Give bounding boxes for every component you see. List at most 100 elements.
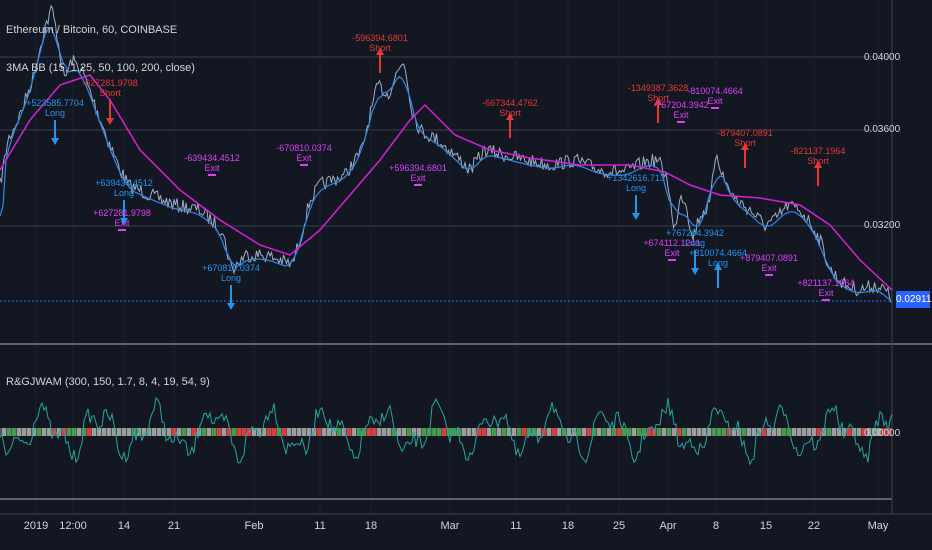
oscillator-cell: [792, 428, 796, 436]
signal-short: Short-879407.0891: [717, 128, 773, 168]
oscillator-cell: [17, 428, 21, 436]
signal-value: -670810.0374: [276, 143, 332, 153]
signal-value: +1342616.713: [607, 173, 665, 183]
oscillator-cell: [657, 428, 661, 436]
price-label-1: 0.03600: [864, 124, 901, 135]
time-label-0: 2019: [23, 520, 49, 532]
oscillator-cell: [557, 428, 561, 436]
signal-label: Exit: [410, 173, 426, 183]
oscillator-cell: [667, 428, 671, 436]
signal-long: Long+810074.4664: [689, 248, 747, 288]
signal-exit: Exit+879407.0891: [740, 253, 798, 276]
oscillator-cell: [782, 428, 786, 436]
oscillator-cell: [167, 428, 171, 436]
signal-exit: Exit+821137.1964: [797, 278, 855, 301]
oscillator-cell: [262, 428, 266, 436]
signal-value: -879407.0891: [717, 128, 773, 138]
oscillator-cell: [857, 428, 861, 436]
oscillator-cell: [537, 428, 541, 436]
oscillator-cell: [837, 428, 841, 436]
oscillator-cell: [702, 428, 706, 436]
oscillator-cell: [627, 428, 631, 436]
signal-arrow: [632, 213, 640, 220]
oscillator-cell: [152, 428, 156, 436]
signal-label: Long: [221, 273, 241, 283]
signal-exit: Exit+627281.9798: [93, 208, 151, 231]
oscillator-cell: [332, 428, 336, 436]
signal-value: +639434.4512: [95, 178, 153, 188]
time-label-2: 14: [117, 520, 131, 532]
oscillator-cell: [552, 428, 556, 436]
oscillator-cell: [397, 428, 401, 436]
signal-value: -810074.4664: [687, 86, 743, 96]
oscillator-cell: [227, 428, 231, 436]
oscillator-cell: [577, 428, 581, 436]
indicator-legend-rgjwam[interactable]: R&GJWAM (300, 150, 1.7, 8, 4, 19, 54, 9): [6, 376, 210, 388]
oscillator-cell: [687, 428, 691, 436]
oscillator-cell: [732, 428, 736, 436]
oscillator-cell: [122, 428, 126, 436]
signal-value: -639434.4512: [184, 153, 240, 163]
oscillator-cell: [632, 428, 636, 436]
oscillator-cell: [707, 428, 711, 436]
signal-long: Long+767204.3942: [666, 228, 724, 275]
signal-value: -767204.3942: [653, 100, 709, 110]
oscillator-cell: [812, 428, 816, 436]
signal-value: -627281.9798: [82, 78, 138, 88]
oscillator-cell: [597, 428, 601, 436]
signal-long: Long+1342616.713: [607, 173, 665, 220]
oscillator-cell: [372, 428, 376, 436]
oscillator-cell: [532, 428, 536, 436]
symbol-legend[interactable]: Ethereum / Bitcoin, 60, COINBASE: [6, 24, 178, 36]
signal-short: Short-821137.1964: [791, 146, 845, 186]
oscillator-cell: [347, 428, 351, 436]
oscillator-cell: [642, 428, 646, 436]
oscillator-cell: [432, 428, 436, 436]
oscillator-cell: [447, 428, 451, 436]
oscillator-cell: [72, 428, 76, 436]
oscillator-cell: [437, 428, 441, 436]
oscillator-cell: [32, 428, 36, 436]
signal-arrow: [120, 218, 128, 225]
oscillator-cell: [712, 428, 716, 436]
oscillator-cell: [517, 428, 521, 436]
time-label-9: 18: [561, 520, 575, 532]
oscillator-pane[interactable]: [0, 397, 893, 466]
time-label-8: 11: [510, 520, 522, 532]
time-label-5: 11: [314, 520, 326, 532]
oscillator-cell: [232, 428, 236, 436]
signal-short: Short-627281.9798: [82, 78, 138, 125]
oscillator-cell: [202, 428, 206, 436]
oscillator-cell: [212, 428, 216, 436]
oscillator-line: [0, 397, 893, 466]
oscillator-cell: [772, 428, 776, 436]
oscillator-cell: [127, 428, 131, 436]
signal-arrow: [714, 263, 722, 270]
time-label-14: 22: [807, 520, 821, 532]
indicator-legend-3ma-bb[interactable]: 3MA BB (15, 1.25, 50, 100, 200, close): [6, 62, 195, 74]
oscillator-cell: [762, 428, 766, 436]
price-pane[interactable]: [0, 4, 893, 303]
oscillator-cell: [737, 428, 741, 436]
oscillator-cell: [282, 428, 286, 436]
oscillator-cell: [367, 428, 371, 436]
price-label-0: 0.04000: [864, 52, 901, 63]
oscillator-cell: [587, 428, 591, 436]
oscillator-cell: [47, 428, 51, 436]
oscillator-zero-label: 0.00000: [864, 428, 901, 439]
oscillator-cell: [662, 428, 666, 436]
oscillator-cell: [7, 428, 11, 436]
signal-value: +670810.0374: [202, 263, 260, 273]
price-line: [0, 4, 892, 303]
oscillator-cell: [272, 428, 276, 436]
signal-label: Long: [685, 238, 705, 248]
time-label-3: 21: [167, 520, 181, 532]
oscillator-cell: [287, 428, 291, 436]
signal-value: +596394.6801: [389, 163, 447, 173]
oscillator-cell: [462, 428, 466, 436]
oscillator-cell: [267, 428, 271, 436]
oscillator-cell: [317, 428, 321, 436]
signal-exit: Exit-670810.0374: [276, 143, 332, 166]
oscillator-cell: [512, 428, 516, 436]
